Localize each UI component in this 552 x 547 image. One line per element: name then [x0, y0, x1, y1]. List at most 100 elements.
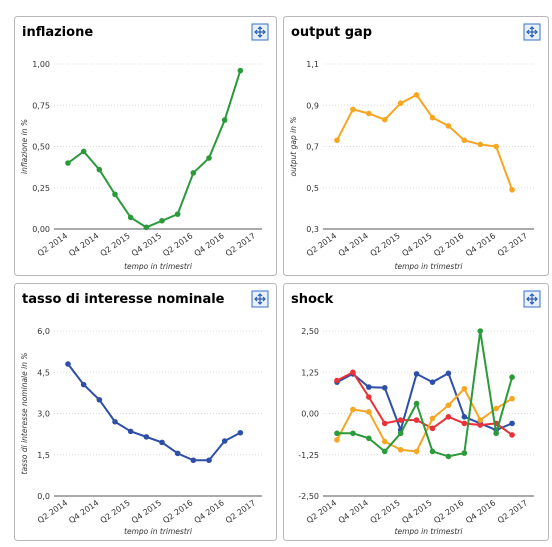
data-point: [112, 418, 118, 425]
y-tick-label: 0,75: [32, 101, 50, 110]
expand-button[interactable]: [251, 23, 269, 41]
chart-title: tasso di interesse nominale: [22, 292, 225, 307]
y-tick-label: -1,25: [298, 451, 319, 460]
data-point: [366, 394, 372, 400]
data-point: [477, 417, 484, 423]
data-point: [350, 430, 356, 437]
icon-arrows[interactable]: [254, 26, 266, 38]
data-point: [366, 435, 372, 442]
data-point: [445, 453, 452, 460]
data-point: [381, 448, 388, 455]
data-point: [237, 429, 244, 436]
y-tick-label: 0,00: [32, 225, 50, 234]
data-point: [477, 422, 484, 428]
data-point: [445, 123, 452, 129]
data-point: [237, 67, 244, 74]
chart-title: output gap: [291, 25, 372, 40]
y-tick-label: 4,5: [37, 368, 50, 377]
data-point: [112, 191, 118, 198]
data-point: [65, 361, 71, 367]
data-point: [334, 377, 340, 384]
y-tick-label: -2,50: [298, 492, 319, 501]
y-tick-label: 0,5: [306, 184, 319, 193]
data-point: [429, 379, 436, 385]
data-point: [461, 420, 468, 427]
data-point: [174, 450, 181, 457]
expand-button[interactable]: [251, 290, 269, 308]
y-axis-title: output gap in %: [289, 117, 298, 177]
icon-arrows[interactable]: [254, 293, 266, 305]
data-point: [445, 414, 452, 420]
data-point: [350, 369, 356, 376]
chart-title: inflazione: [22, 25, 93, 40]
data-point: [429, 114, 436, 121]
data-point: [80, 381, 87, 388]
data-point: [397, 100, 404, 106]
y-tick-label: 0,25: [32, 184, 50, 193]
panel-frame: [283, 283, 549, 541]
data-point: [190, 457, 197, 464]
y-tick-label: 1,5: [37, 451, 50, 460]
icon-arrows[interactable]: [526, 26, 538, 38]
data-point: [429, 448, 436, 455]
data-point: [493, 430, 499, 437]
data-point: [381, 384, 388, 391]
series-line: [67, 70, 242, 229]
x-axis-title: tempo in trimestri: [124, 527, 193, 536]
data-point: [206, 457, 212, 464]
data-point: [477, 328, 484, 334]
expand-button[interactable]: [523, 23, 541, 41]
data-point: [413, 448, 420, 455]
y-tick-label: 2,50: [301, 327, 319, 336]
data-point: [509, 420, 515, 427]
data-point: [159, 439, 165, 446]
data-point: [206, 155, 212, 161]
data-point: [366, 110, 372, 117]
data-point: [366, 409, 372, 415]
data-point: [509, 395, 515, 402]
data-point: [461, 414, 468, 420]
data-point: [413, 92, 420, 98]
data-point: [413, 371, 420, 377]
x-axis-title: tempo in trimestri: [395, 527, 464, 536]
y-tick-label: 0,7: [306, 143, 319, 152]
y-tick-label: 0,50: [32, 143, 50, 152]
data-point: [413, 417, 420, 423]
y-tick-label: 0,0: [37, 492, 50, 501]
data-point: [174, 211, 181, 217]
icon-arrows[interactable]: [526, 293, 538, 305]
data-point: [143, 434, 150, 440]
data-point: [445, 402, 452, 409]
y-axis-title: inflazione in %: [20, 119, 29, 174]
data-point: [190, 170, 197, 176]
chart-title: shock: [291, 292, 334, 307]
y-tick-label: 1,25: [301, 368, 319, 377]
x-axis-title: tempo in trimestri: [395, 262, 464, 271]
data-point: [350, 406, 356, 413]
data-point: [509, 187, 515, 193]
data-point: [461, 385, 468, 392]
data-point: [477, 141, 484, 148]
data-point: [509, 432, 515, 438]
data-point: [429, 425, 436, 432]
data-point: [334, 430, 340, 437]
data-point: [221, 438, 228, 444]
expand-button[interactable]: [523, 290, 541, 308]
y-tick-label: 0,3: [306, 225, 319, 234]
data-point: [461, 137, 468, 144]
data-point: [381, 438, 388, 445]
data-point: [334, 137, 340, 144]
data-point: [493, 143, 499, 150]
y-tick-label: 0,00: [301, 410, 319, 419]
data-point: [96, 396, 103, 403]
x-axis-title: tempo in trimestri: [124, 262, 193, 271]
data-point: [143, 224, 150, 231]
y-tick-label: 0,9: [306, 101, 319, 110]
data-point: [334, 437, 340, 443]
panel-frame: [14, 283, 277, 541]
data-point: [127, 214, 134, 221]
